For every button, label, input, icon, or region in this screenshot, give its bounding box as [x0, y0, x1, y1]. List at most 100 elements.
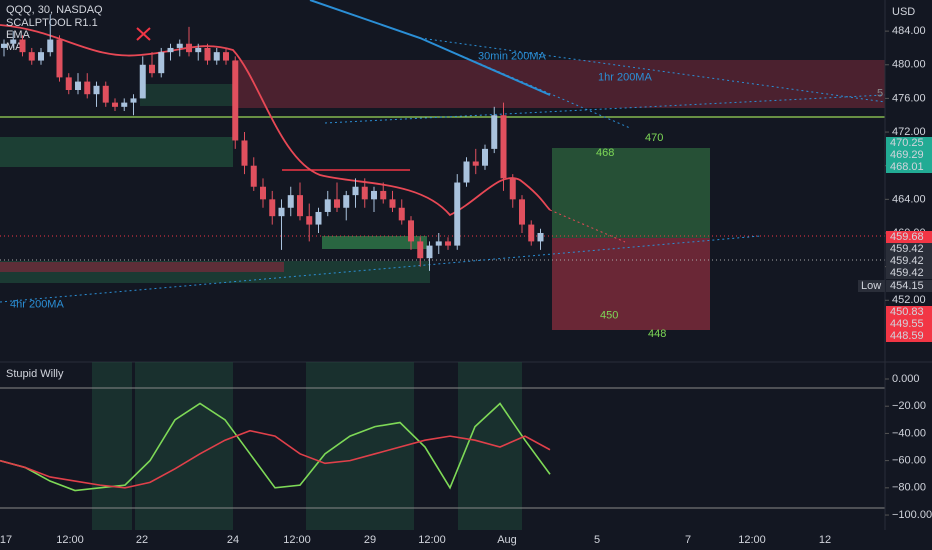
- support-zone: [0, 137, 233, 167]
- candle-body: [287, 195, 294, 208]
- candle-body: [334, 199, 340, 208]
- price-tag-label: 449.55: [890, 318, 924, 330]
- candle-body: [260, 186, 266, 200]
- candle-body: [454, 182, 461, 246]
- price-tag: [886, 255, 932, 267]
- y-tick-label: 472.00: [892, 126, 926, 138]
- candle-body: [500, 115, 507, 179]
- candle-body: [195, 47, 202, 53]
- annotation: 468: [596, 147, 614, 159]
- x-tick-label: 12:00: [738, 534, 766, 546]
- osc-zone: [92, 362, 132, 530]
- y-tick-label: 476.00: [892, 92, 926, 104]
- candle-body: [417, 241, 424, 259]
- osc-title: Stupid Willy: [6, 368, 64, 380]
- price-tag-label: 468.01: [890, 161, 924, 173]
- price-tag-label: 454.15: [890, 280, 924, 292]
- x-tick-label: 22: [136, 534, 148, 546]
- candle-body: [250, 165, 257, 187]
- price-tag-label: 459.42: [890, 255, 924, 267]
- price-tag-label: 470.25: [890, 137, 924, 149]
- currency[interactable]: USD: [892, 6, 915, 18]
- candle-body: [75, 81, 81, 90]
- price-tag: [886, 137, 932, 149]
- candle-body: [213, 52, 220, 61]
- annotation: 450: [600, 309, 618, 321]
- x-tick-label: 12: [819, 534, 831, 546]
- candle-body: [371, 190, 377, 200]
- support-zone: [140, 84, 233, 106]
- candle-body: [528, 224, 535, 242]
- candle-body: [482, 148, 488, 166]
- x-tick-label: 12:00: [283, 534, 311, 546]
- osc-zone: [458, 362, 522, 530]
- osc-line: [0, 429, 551, 489]
- candle-body: [38, 52, 44, 61]
- candle-body: [491, 115, 498, 149]
- candle-body: [241, 140, 248, 166]
- candle-body: [361, 186, 368, 200]
- osc-line: [0, 402, 551, 492]
- osc-zone: [135, 362, 233, 530]
- y-tick-label: 464.00: [892, 193, 926, 205]
- stop-zone: [552, 238, 710, 330]
- candle-body: [297, 195, 303, 217]
- candle-body: [343, 195, 350, 208]
- osc-tick-label: −40.00: [892, 427, 926, 439]
- indicator: EMA: [6, 29, 31, 41]
- x-tick-label: 7: [685, 534, 691, 546]
- x-tick-label: 29: [364, 534, 376, 546]
- price-tag: [886, 267, 932, 279]
- candle-body: [380, 190, 387, 200]
- candle-body: [408, 220, 414, 242]
- osc-tick-label: 0.000: [892, 373, 920, 385]
- x-tick-label: Aug: [497, 534, 517, 546]
- candle-body: [47, 39, 54, 53]
- candle-body: [306, 216, 313, 225]
- candle-body: [389, 199, 396, 208]
- candle-body: [102, 85, 109, 103]
- candle-body: [324, 199, 331, 212]
- price-tag-label: 459.42: [890, 243, 924, 255]
- osc-tick-label: −100.00: [892, 509, 932, 521]
- candle-body: [537, 232, 544, 242]
- candle-body: [315, 211, 322, 225]
- candle-body: [10, 39, 17, 44]
- osc-tick-label: −60.00: [892, 455, 926, 467]
- candle-body: [352, 186, 359, 196]
- price-tag: [886, 243, 932, 255]
- y-tick-label: 480.00: [892, 59, 926, 71]
- annotation: 448: [648, 328, 666, 340]
- price-tag: [886, 330, 932, 342]
- candle-body: [398, 207, 405, 221]
- price-tag-label: 448.59: [890, 330, 924, 342]
- price-tag: [886, 306, 932, 318]
- resistance-zone: [233, 60, 885, 108]
- osc-tick-label: −80.00: [892, 482, 926, 494]
- ma-200-4hr: [0, 235, 761, 303]
- annotation: 5: [877, 87, 883, 99]
- candle-body: [130, 98, 137, 103]
- candle-body: [519, 199, 525, 225]
- annotation: 1hr 200MA: [598, 71, 652, 83]
- price-tag: [886, 161, 932, 173]
- candle-body: [84, 81, 91, 95]
- candle-body: [186, 43, 192, 53]
- x-marker: [136, 27, 151, 41]
- zones: [0, 0, 932, 530]
- x-tick-label: 5: [594, 534, 600, 546]
- x-tick-label: 12:00: [56, 534, 84, 546]
- annotation: 4hr 200MA: [10, 298, 64, 310]
- candle-body: [223, 52, 229, 61]
- price-tag: [886, 149, 932, 161]
- osc-tick-label: −20.00: [892, 400, 926, 412]
- x-tick-label: 24: [227, 534, 239, 546]
- support-zone: [322, 236, 427, 249]
- candle-body: [19, 39, 26, 53]
- y-tick-label: 484.00: [892, 25, 926, 37]
- price-tag-label: 459.42: [890, 267, 924, 279]
- price-tag: [886, 280, 932, 292]
- candle-body: [509, 178, 516, 200]
- resistance-zone: [0, 262, 284, 272]
